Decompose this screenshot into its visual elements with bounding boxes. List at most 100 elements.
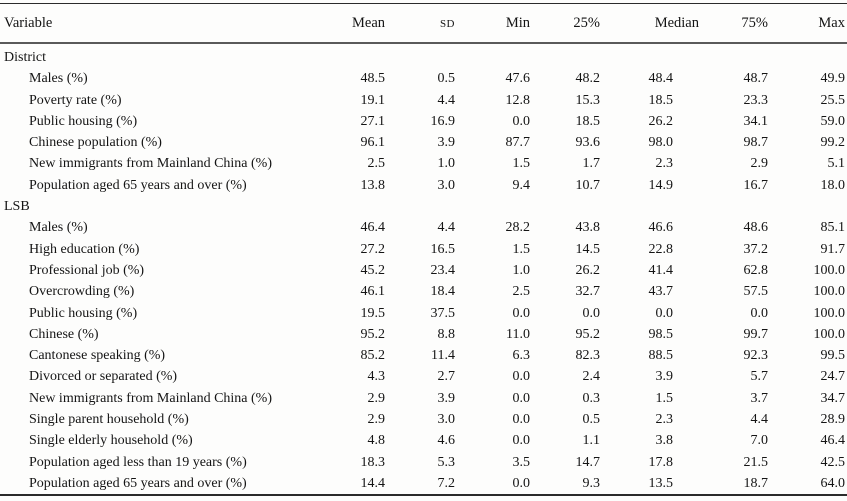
cell-value: 93.6 [575, 135, 601, 151]
cell-value: 85.2 [360, 348, 386, 364]
cell-value: 5.3 [437, 454, 456, 470]
cell-value: 14.4 [360, 475, 386, 491]
table-row: Cantonese speaking (%) 85.2 11.4 6.3 82.3 88.… [0, 345, 847, 366]
row-label: Single elderly household (%) [29, 433, 193, 449]
table-row: Overcrowding (%) 46.1 18.4 2.5 32.7 43.7 57.5 1… [0, 281, 847, 302]
cell-value: 2.5 [367, 156, 386, 172]
table-row: Population aged 65 years and over (%) 13.… [0, 175, 847, 196]
cell-value: 0.0 [750, 305, 769, 321]
column-header-75pct: 75% [673, 3, 768, 44]
cell-value: 85.1 [820, 220, 846, 236]
cell-value: 45.2 [360, 262, 386, 278]
cell-value: 99.2 [820, 135, 846, 151]
cell-value: 1.5 [512, 156, 531, 172]
cell-value: 10.7 [575, 177, 601, 193]
cell-value: 46.4 [360, 220, 386, 236]
cell-value: 88.5 [648, 348, 674, 364]
cell-value: 14.7 [575, 454, 601, 470]
cell-value: 2.9 [750, 156, 769, 172]
cell-value: 5.7 [750, 369, 769, 385]
cell-value: 46.4 [820, 433, 846, 449]
cell-value: 13.5 [648, 475, 674, 491]
cell-value: 1.1 [582, 433, 601, 449]
table-row: Males (%) 46.4 4.4 28.2 43.8 46.6 48.6 85.1 [0, 217, 847, 238]
cell-value: 17.8 [648, 454, 674, 470]
cell-value: 43.8 [575, 220, 601, 236]
cell-value: 41.4 [648, 262, 674, 278]
median-header-text: Median [654, 14, 699, 31]
row-label: Single parent household (%) [29, 412, 189, 428]
cell-value: 2.9 [367, 390, 386, 406]
row-label: Cantonese speaking (%) [29, 348, 166, 364]
section-label: District [4, 50, 46, 65]
row-label: Population aged 65 years and over (%) [29, 475, 247, 491]
table-row: Single parent household (%) 2.9 3.0 0.0 0.5 2… [0, 409, 847, 430]
cell-value: 100.0 [813, 326, 846, 342]
cell-value: 7.0 [750, 433, 769, 449]
cell-value: 16.9 [430, 113, 456, 129]
cell-value: 26.2 [575, 262, 601, 278]
cell-value: 3.5 [512, 454, 531, 470]
section-row: LSB [0, 196, 847, 217]
cell-value: 27.1 [360, 113, 386, 129]
cell-value: 1.0 [512, 262, 531, 278]
row-label: High education (%) [29, 241, 140, 257]
cell-value: 2.9 [367, 412, 386, 428]
cell-value: 34.1 [743, 113, 769, 129]
cell-value: 95.2 [575, 326, 601, 342]
table-row: Public housing (%) 19.5 37.5 0.0 0.0 0.0 0.0 10… [0, 303, 847, 324]
cell-value: 28.9 [820, 412, 846, 428]
cell-value: 0.0 [512, 475, 531, 491]
cell-value: 46.6 [648, 220, 674, 236]
cell-value: 59.0 [820, 113, 846, 129]
cell-value: 4.8 [367, 433, 386, 449]
row-label: Divorced or separated (%) [29, 369, 178, 385]
cell-value: 0.0 [512, 369, 531, 385]
cell-value: 0.5 [437, 71, 456, 87]
cell-value: 3.9 [655, 369, 674, 385]
cell-value: 92.3 [743, 348, 769, 364]
table-row: Males (%) 48.5 0.5 47.6 48.2 48.4 48.7 49.9 [0, 68, 847, 89]
cell-value: 11.0 [506, 326, 530, 342]
cell-value: 37.2 [743, 241, 769, 257]
column-header-median: Median [600, 3, 699, 44]
cell-value: 3.9 [437, 135, 456, 151]
table-row: Divorced or separated (%) 4.3 2.7 0.0 2.4 3.9… [0, 366, 847, 387]
cell-value: 0.0 [512, 412, 531, 428]
cell-value: 48.4 [648, 71, 674, 87]
cell-value: 48.7 [743, 71, 769, 87]
cell-value: 22.8 [648, 241, 674, 257]
cell-value: 43.7 [648, 284, 674, 300]
cell-value: 9.3 [582, 475, 601, 491]
row-label: Chinese (%) [29, 326, 99, 342]
section-row: District [0, 43, 847, 68]
cell-value: 3.9 [437, 390, 456, 406]
column-header-25pct: 25% [530, 3, 600, 44]
cell-value: 37.5 [430, 305, 456, 321]
cell-value: 16.5 [430, 241, 456, 257]
cell-value: 1.0 [437, 156, 456, 172]
descriptive-statistics-table: Variable Mean SD Min 25% Median 75% Max … [0, 3, 847, 497]
cell-value: 96.1 [360, 135, 386, 151]
cell-value: 18.3 [360, 454, 386, 470]
cell-value: 98.0 [648, 135, 674, 151]
cell-value: 25.5 [820, 92, 846, 108]
cell-value: 14.9 [648, 177, 674, 193]
cell-value: 4.6 [437, 433, 456, 449]
cell-value: 14.5 [575, 241, 601, 257]
cell-value: 4.4 [437, 220, 456, 236]
table-body: District Males (%) 48.5 0.5 47.6 48.2 48.4 48.7… [0, 43, 847, 495]
table-row: Public housing (%) 27.1 16.9 0.0 18.5 26.2 34.… [0, 111, 847, 132]
cell-value: 3.7 [750, 390, 769, 406]
table-row: Chinese (%) 95.2 8.8 11.0 95.2 98.5 99.7 100.0 [0, 324, 847, 345]
cell-value: 2.4 [582, 369, 601, 385]
row-label: Poverty rate (%) [29, 92, 122, 108]
cell-value: 23.3 [743, 92, 769, 108]
row-label: New immigrants from Mainland China (%) [29, 390, 273, 406]
cell-value: 13.8 [360, 177, 386, 193]
table-row: New immigrants from Mainland China (%) 2.… [0, 153, 847, 174]
cell-value: 0.0 [512, 305, 531, 321]
table-row: Population aged less than 19 years (%) 18… [0, 452, 847, 473]
cell-value: 82.3 [575, 348, 601, 364]
